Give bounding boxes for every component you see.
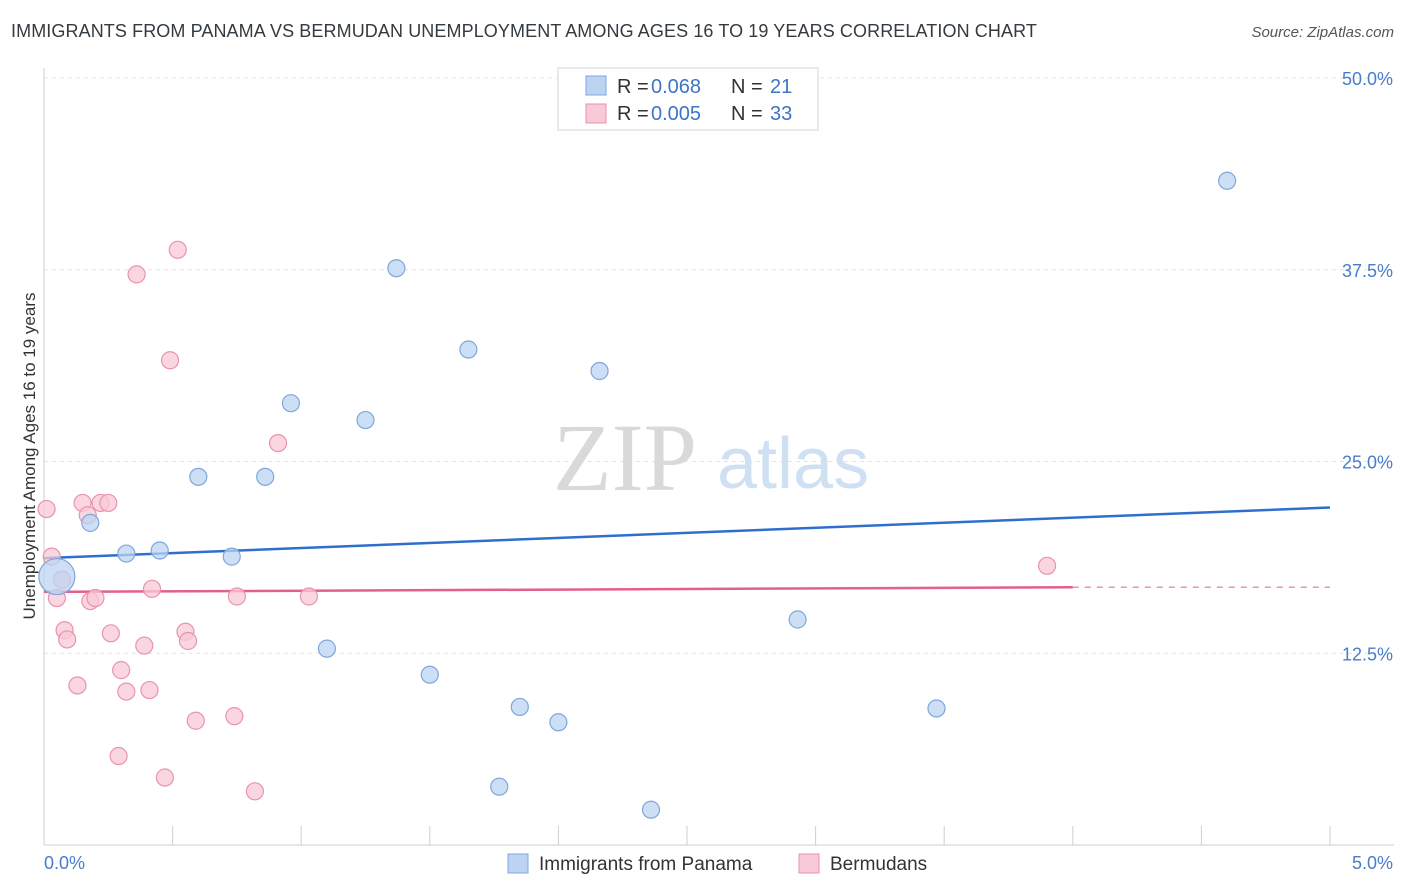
bermudan-point <box>112 661 131 680</box>
chart-title: IMMIGRANTS FROM PANAMA VS BERMUDAN UNEMP… <box>11 21 1037 41</box>
panama-point <box>281 394 301 413</box>
watermark: ZIP atlas <box>553 404 869 511</box>
bermudan-point <box>101 624 120 643</box>
bermudan-point <box>109 746 128 766</box>
panama-point <box>317 639 337 658</box>
bottom-legend-label-panama: Immigrants from Panama <box>539 854 753 875</box>
panama-point <box>81 513 100 532</box>
panama-point <box>387 259 406 278</box>
y-tick-label: 12.5% <box>1342 644 1393 664</box>
watermark-zip: ZIP <box>553 404 697 511</box>
panama-point <box>356 410 375 430</box>
y-axis-title: Unemployment Among Ages 16 to 19 years <box>20 293 39 620</box>
x-tick-label-min: 0.0% <box>44 853 85 873</box>
panama-point <box>788 610 807 629</box>
panama-point <box>256 467 275 486</box>
bottom-legend: Immigrants from Panama Bermudans <box>507 853 927 875</box>
data-points <box>37 171 1237 819</box>
bermudan-point <box>117 682 136 701</box>
axes <box>43 68 1394 846</box>
x-tick-label-max: 5.0% <box>1352 853 1393 873</box>
bermudan-point <box>299 587 319 606</box>
trend-line-panama <box>43 506 1331 560</box>
bermudan-point <box>268 433 288 453</box>
trend-lines <box>43 506 1331 594</box>
bermudan-point <box>245 782 265 801</box>
bermudan-point <box>127 265 146 284</box>
bermudan-point <box>225 707 244 726</box>
panama-point <box>117 544 136 563</box>
legend-swatch-panama <box>585 75 607 96</box>
y-tick-label: 25.0% <box>1342 453 1393 473</box>
bermudan-point <box>168 240 187 259</box>
bottom-legend-label-bermudans: Bermudans <box>830 854 927 875</box>
panama-point <box>590 361 609 381</box>
legend-n-label-bermudans: N = <box>731 103 763 125</box>
chart-source: Source: ZipAtlas.com <box>1251 24 1394 41</box>
panama-point <box>641 800 661 819</box>
bermudan-point <box>155 768 174 787</box>
bermudan-point <box>178 631 198 651</box>
grid-lines <box>44 77 1394 654</box>
legend-r-label-bermudans: R = <box>617 103 649 125</box>
legend-r-label-panama: R = <box>617 76 649 98</box>
panama-point <box>510 697 529 717</box>
y-tick-label: 37.5% <box>1342 261 1393 281</box>
panama-point <box>38 557 76 596</box>
bermudan-point <box>37 499 56 519</box>
bottom-legend-swatch-bermudans <box>798 853 820 874</box>
bermudan-point <box>140 680 159 700</box>
bermudan-point <box>160 351 180 370</box>
legend-n-value-panama: 21 <box>770 76 792 98</box>
bermudan-point <box>1037 556 1057 575</box>
y-tick-label: 50.0% <box>1342 69 1393 89</box>
bermudan-point <box>58 630 77 649</box>
bottom-legend-swatch-panama <box>507 853 529 874</box>
panama-point <box>150 541 169 560</box>
legend-n-label-panama: N = <box>731 76 763 98</box>
y-tick-labels: 12.5% 25.0% 37.5% 50.0% <box>1342 69 1393 664</box>
watermark-atlas: atlas <box>717 424 869 504</box>
panama-point <box>927 699 946 718</box>
panama-point <box>222 547 241 566</box>
bermudan-point <box>227 587 246 606</box>
legend-n-value-bermudans: 33 <box>770 103 792 125</box>
panama-point <box>420 665 439 684</box>
bermudan-point <box>68 676 87 695</box>
bermudan-point <box>86 588 105 608</box>
bermudan-point <box>99 493 118 513</box>
panama-point <box>490 777 509 796</box>
panama-point <box>189 467 208 486</box>
legend-swatch-bermudans <box>585 103 607 124</box>
legend-r-value-panama: 0.068 <box>651 76 701 98</box>
panama-point <box>1218 171 1237 190</box>
bermudan-point <box>135 636 154 655</box>
legend-r-value-bermudans: 0.005 <box>651 103 701 125</box>
panama-point <box>549 713 568 732</box>
x-axis-ticks <box>43 826 1331 845</box>
bermudan-point <box>186 711 205 730</box>
top-legend: R = 0.068 N = 21 R = 0.005 N = 33 <box>557 67 819 131</box>
panama-point <box>459 340 478 359</box>
trend-line-bermudans <box>43 586 1073 594</box>
bermudan-point <box>142 579 162 598</box>
